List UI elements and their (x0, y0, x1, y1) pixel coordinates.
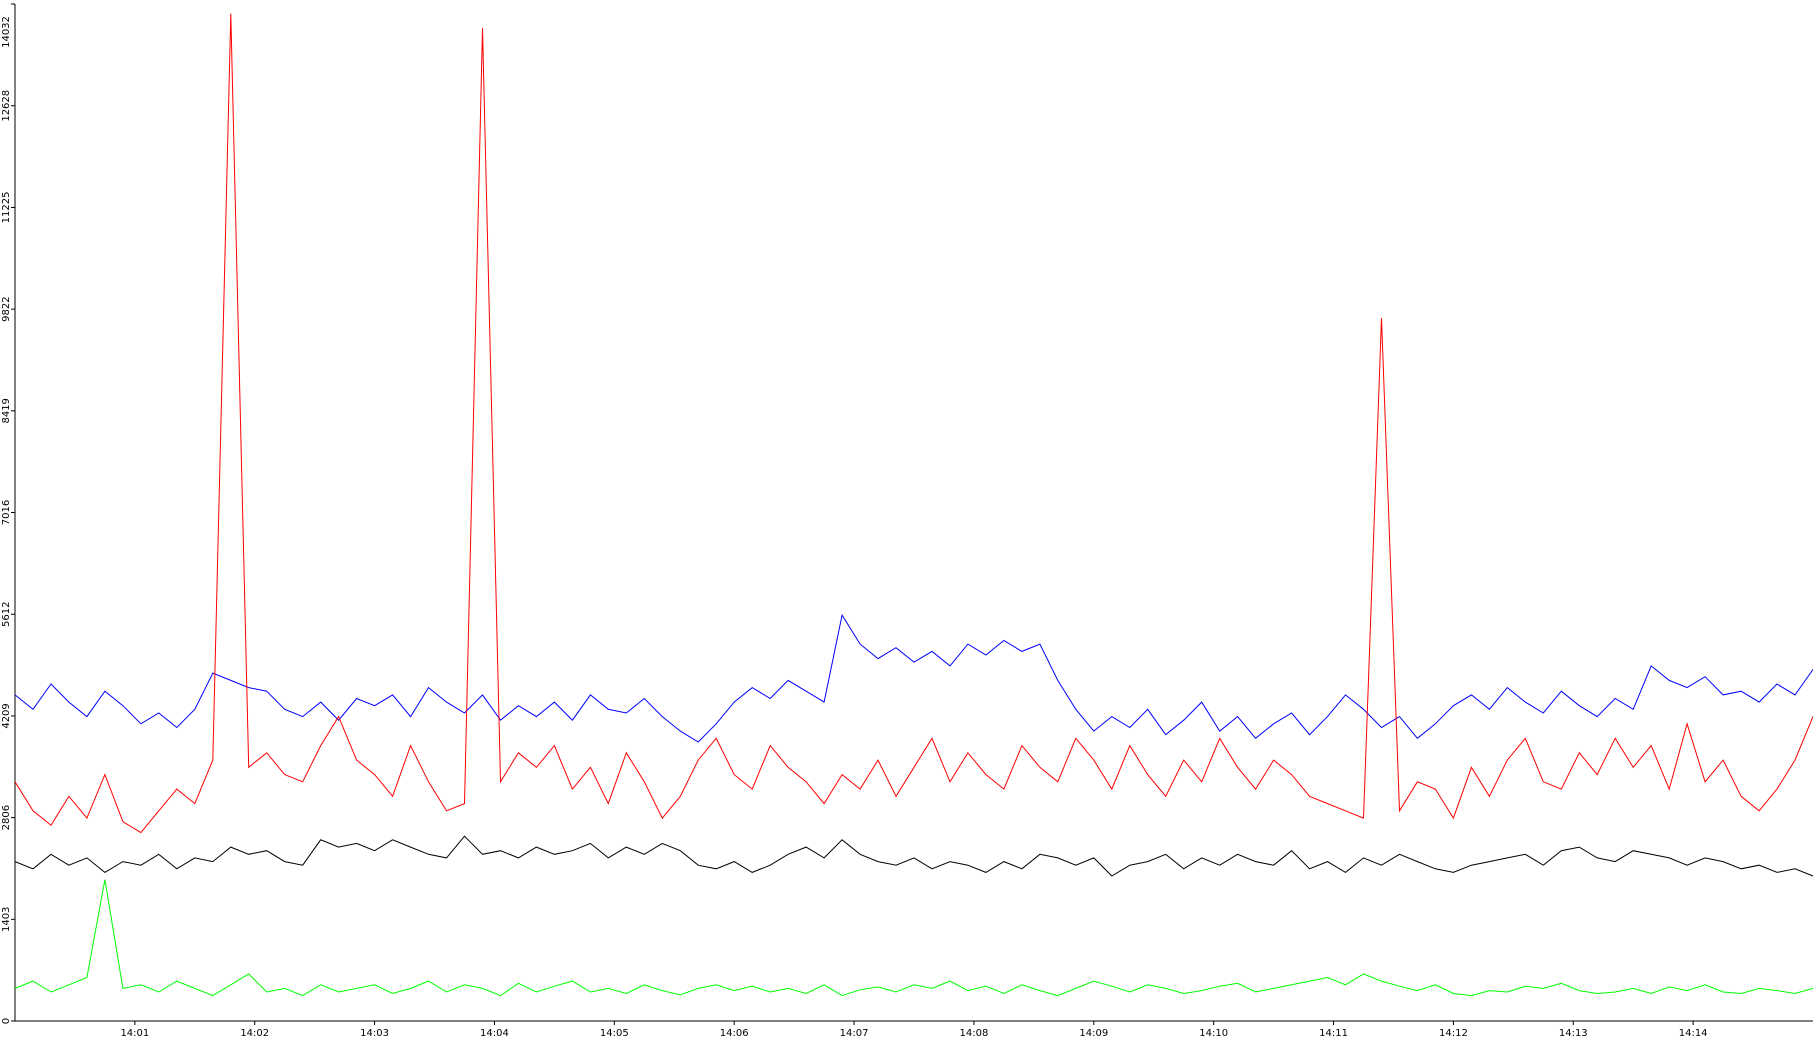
series-line (14, 835, 1814, 877)
y-tick-label: 1403 (1, 907, 12, 932)
x-tick-label: 14:04 (480, 1028, 509, 1039)
x-tick-label: 14:03 (360, 1028, 389, 1039)
x-tick-label: 14:07 (840, 1028, 869, 1039)
y-tick-label: 4209 (1, 703, 12, 728)
y-tick-label: 11225 (1, 192, 12, 224)
y-tick-label: 7016 (1, 500, 12, 525)
x-tick-label: 14:11 (1319, 1028, 1348, 1039)
y-tick-label: 2806 (1, 805, 12, 830)
x-tick-label: 14:09 (1079, 1028, 1108, 1039)
y-tick-label: 9822 (1, 296, 12, 321)
y-tick-label: 8419 (1, 398, 12, 423)
series-line (14, 613, 1814, 743)
x-tick-label: 14:01 (120, 1028, 149, 1039)
x-tick-label: 14:13 (1559, 1028, 1588, 1039)
y-tick-label: 0 (1, 1018, 12, 1024)
x-tick-label: 14:14 (1679, 1028, 1708, 1039)
series-line (14, 879, 1814, 997)
x-tick-label: 14:10 (1199, 1028, 1228, 1039)
x-tick-label: 14:02 (240, 1028, 269, 1039)
y-tick-label: 12628 (1, 90, 12, 122)
x-tick-label: 14:06 (720, 1028, 749, 1039)
y-tick-label: 5612 (1, 602, 12, 627)
x-tick-label: 14:08 (960, 1028, 989, 1039)
y-tick-label: 14032 (1, 16, 12, 48)
series-line (14, 13, 1814, 834)
x-tick-label: 14:12 (1439, 1028, 1468, 1039)
x-tick-label: 14:05 (600, 1028, 629, 1039)
